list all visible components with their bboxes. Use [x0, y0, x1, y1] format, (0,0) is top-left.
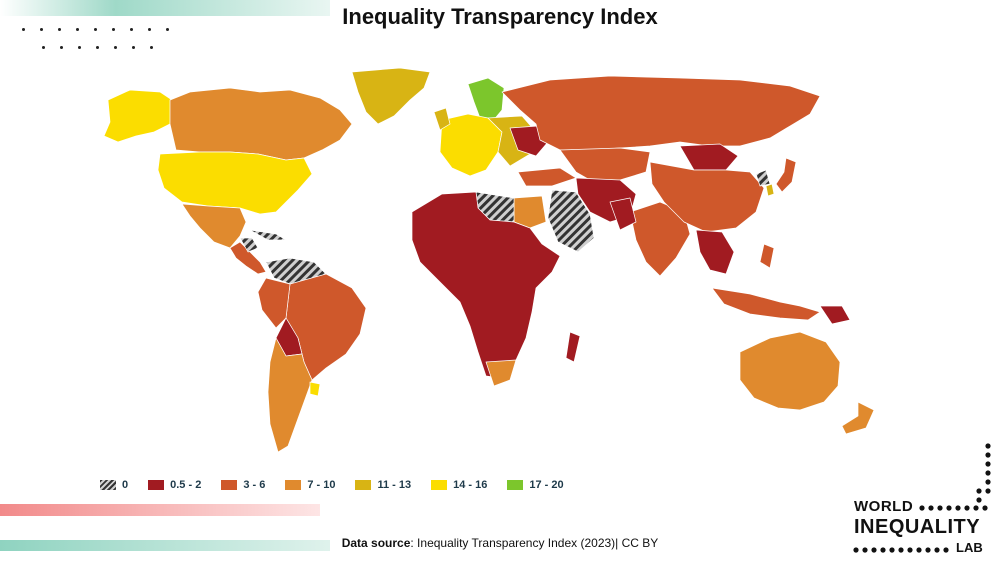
region-korea-nodata — [755, 169, 771, 187]
legend-swatch — [221, 480, 238, 490]
map-title: Inequality Transparency Index — [342, 4, 658, 29]
world-choropleth-map — [103, 67, 875, 453]
legend-label: 3 - 6 — [243, 479, 266, 491]
region-mainland-se-asia — [695, 229, 735, 275]
region-russia — [501, 75, 821, 151]
region-central-america-nodata — [239, 237, 259, 253]
region-cuba-nodata — [249, 229, 287, 241]
logo-word-lab: LAB — [956, 540, 983, 555]
region-new-zealand — [841, 401, 875, 435]
legend-swatch — [148, 480, 165, 490]
region-turkey — [517, 167, 577, 187]
legend-item-4: 11 - 13 — [355, 479, 411, 491]
region-madagascar — [565, 331, 581, 363]
region-mongolia — [679, 143, 739, 171]
data-source-prefix: Data source — [341, 536, 411, 550]
decorative-dot-grid — [22, 28, 182, 54]
logo-word-world: WORLD — [854, 498, 914, 515]
region-egypt — [513, 195, 547, 229]
legend-item-1: 0.5 - 2 — [148, 479, 201, 491]
region-png — [819, 305, 851, 325]
legend-label: 11 - 13 — [377, 479, 412, 491]
region-usa — [157, 151, 313, 215]
legend-item-3: 7 - 10 — [285, 479, 335, 491]
logo-word-inequality: INEQUALITY — [854, 516, 981, 538]
map-legend: 0 0.5 - 2 3 - 6 7 - 10 11 - 13 14 - 16 1… — [100, 476, 564, 494]
legend-swatch — [285, 480, 302, 490]
region-africa — [411, 191, 561, 379]
top-decorative-bar — [0, 0, 330, 16]
legend-swatch-hatched — [100, 480, 116, 490]
data-source-caption: Data source: Inequality Transparency Ind… — [0, 536, 1000, 550]
region-central-asia — [559, 147, 651, 181]
legend-item-5: 14 - 16 — [431, 479, 487, 491]
legend-label: 0.5 - 2 — [170, 479, 202, 491]
region-south-africa — [485, 359, 517, 387]
region-scandinavia — [467, 77, 505, 123]
bottom-left-decorative-bar — [0, 504, 320, 516]
legend-item-0: 0 — [100, 479, 128, 491]
region-mexico — [181, 203, 247, 249]
region-china — [649, 161, 765, 233]
legend-label: 7 - 10 — [307, 479, 336, 491]
region-saudi-arabia-nodata — [547, 189, 595, 253]
region-uk — [433, 107, 451, 131]
region-argentina-chile — [267, 337, 313, 453]
legend-swatch — [431, 480, 448, 490]
bottom-teal-decorative-bar — [0, 540, 330, 551]
region-greenland — [351, 67, 431, 125]
region-japan — [775, 157, 797, 193]
legend-label: 14 - 16 — [453, 479, 488, 491]
region-uruguay — [309, 381, 321, 397]
region-indonesia — [711, 287, 821, 321]
legend-item-6: 17 - 20 — [507, 479, 564, 491]
region-central-america — [229, 241, 267, 275]
world-inequality-lab-logo: WORLD INEQUALITY LAB — [852, 440, 998, 560]
logo-dots — [853, 443, 991, 553]
region-australia — [739, 331, 841, 411]
region-south-korea — [765, 183, 775, 197]
data-source-text: : Inequality Transparency Index (2023)| … — [410, 536, 659, 550]
legend-swatch — [355, 480, 372, 490]
legend-label: 0 — [122, 479, 129, 491]
legend-item-2: 3 - 6 — [221, 479, 265, 491]
region-peru — [257, 277, 291, 329]
region-alaska — [103, 89, 173, 143]
legend-label: 17 - 20 — [529, 479, 564, 491]
legend-swatch — [507, 480, 524, 490]
region-western-europe — [439, 113, 503, 177]
region-canada — [169, 87, 353, 161]
region-pakistan — [609, 197, 637, 231]
region-philippines — [759, 243, 775, 269]
